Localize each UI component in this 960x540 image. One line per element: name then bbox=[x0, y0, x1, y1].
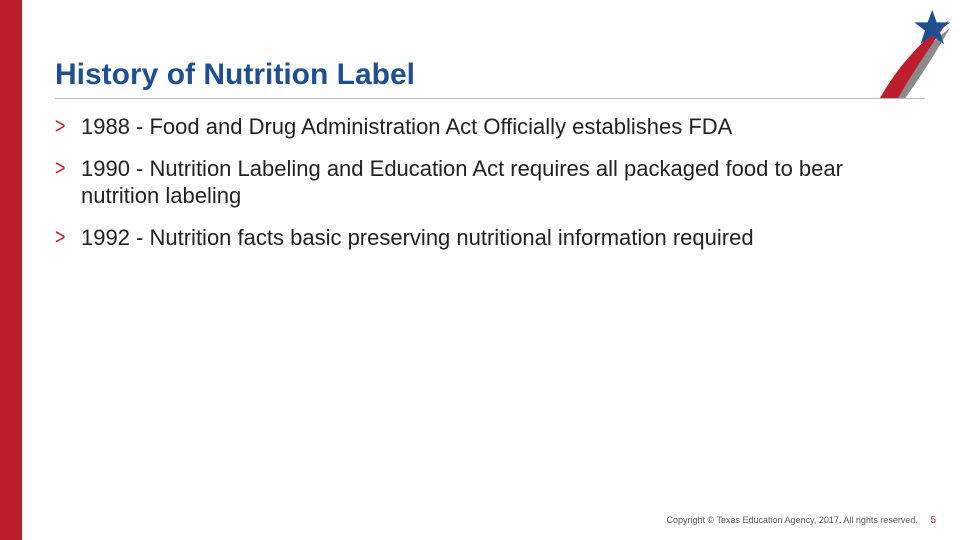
footer: Copyright © Texas Education Agency, 2017… bbox=[666, 515, 936, 526]
list-item: 1990 - Nutrition Labeling and Education … bbox=[55, 155, 920, 210]
copyright-text: Copyright © Texas Education Agency, 2017… bbox=[666, 515, 917, 525]
slide-title: History of Nutrition Label bbox=[55, 58, 925, 99]
left-accent-bar bbox=[0, 0, 22, 540]
list-item: 1988 - Food and Drug Administration Act … bbox=[55, 113, 920, 141]
slide-content: History of Nutrition Label 1988 - Food a… bbox=[55, 58, 920, 265]
list-item: 1992 - Nutrition facts basic preserving … bbox=[55, 224, 920, 252]
bullet-list: 1988 - Food and Drug Administration Act … bbox=[55, 113, 920, 251]
page-number: 5 bbox=[930, 515, 936, 526]
